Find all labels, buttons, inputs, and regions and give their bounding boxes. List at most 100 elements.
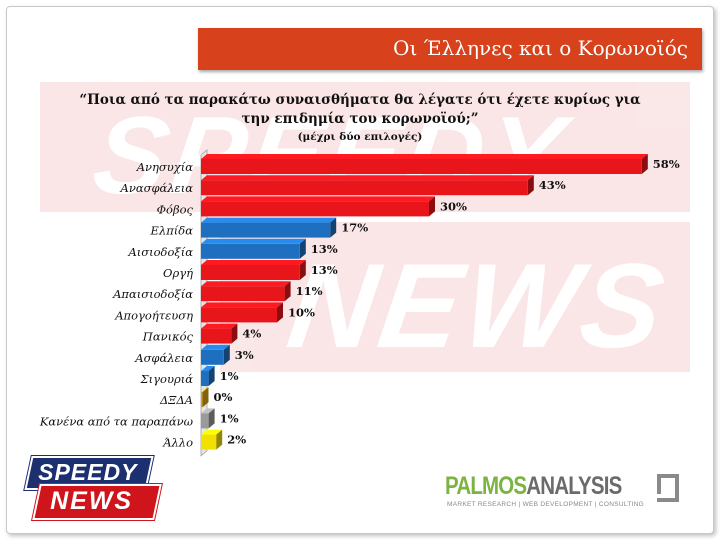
bar-side [429,196,435,217]
logo-right-tagline: MARKET RESEARCH | WEB DEVELOPMENT | CONS… [447,501,645,508]
question-subtitle: (μέχρι δύο επιλογές) [297,131,423,143]
bar-side [641,154,648,174]
bar-front [201,159,642,174]
logo-left-line1: SPEEDY [38,459,138,485]
bar-side [208,366,215,386]
bar-side [216,429,223,450]
category-label: ΔΞΔΑ [159,393,193,407]
bar-9 [201,344,230,365]
title-bar: Οι Έλληνες και ο Κορωνοϊός [198,28,702,70]
bar-front [201,328,232,344]
bar-front [201,243,300,259]
bar-side [330,217,337,238]
bar-side [527,175,534,196]
bar-front [201,265,300,280]
bar-side [208,408,215,429]
bar-top [201,429,223,435]
category-label: Απογοήτευση [114,308,193,322]
bar-side [223,344,230,365]
bar-side [231,323,238,344]
speedy-news-logo: SPEEDY NEWS [18,456,162,520]
bar-front [201,222,331,238]
bar-front [201,349,224,365]
logo-right-part2: ANALYSIS [526,472,622,500]
bar-top [201,196,435,202]
category-label: Άλλο [162,436,193,450]
bar-top [201,408,215,414]
category-label: Κανένα από τα παραπάνω [39,414,194,428]
question-text: “Ποια από τα παρακάτω συναισθήματα θα λέ… [60,91,660,129]
value-label: 58% [653,157,680,171]
value-label: 11% [296,284,323,298]
bar-side [277,302,283,323]
bar-front [201,371,209,386]
category-label: Ανασφάλεια [120,181,194,195]
bar-top [201,387,209,393]
value-label: 0% [214,390,233,404]
value-label: 3% [235,348,254,362]
bar-7 [201,302,283,323]
category-label: Ασφάλεια [134,351,193,365]
logo-right-part1: PALMOS [445,472,527,500]
category-label: Φόβος [157,202,194,216]
value-label: 1% [220,411,239,425]
bar-top [201,238,306,244]
bar-side [299,260,306,280]
palmos-box-icon [657,474,679,502]
bar-side [284,281,291,302]
bar-top [201,323,238,329]
bar-side [202,387,209,408]
slide-frame [6,6,714,534]
bar-top [201,281,291,287]
value-label: 30% [440,199,467,213]
bar-top [201,260,306,265]
bar-11 [201,387,209,408]
bar-12 [201,408,215,429]
category-label: Οργή [163,266,193,280]
value-label: 4% [242,327,261,341]
question-line-1: “Ποια από τα παρακάτω συναισθήματα θα λέ… [79,92,641,108]
bar-top [201,217,337,223]
category-label: Πανικός [142,330,194,344]
bar-top [201,366,215,371]
bar-side [299,238,306,259]
bar-front [201,413,209,429]
bar-5 [201,260,306,280]
bar-top [201,302,283,308]
value-label: 10% [288,305,315,319]
bar-front [201,180,528,196]
bar-0 [201,154,648,174]
bar-top [201,175,534,181]
category-label: Ανησυχία [136,160,194,174]
bar-2 [201,196,435,217]
question-line-2: την επιδημία του κορωνοϊού;” [241,111,479,127]
logo-left-line2: NEWS [50,487,134,515]
value-label: 13% [311,242,338,256]
category-label: Σιγουριά [140,372,194,386]
bar-front [201,286,285,302]
bar-13 [201,429,223,450]
value-label: 17% [341,221,368,235]
bar-4 [201,238,306,259]
category-label: Απαισιοδοξία [112,287,193,301]
page-title: Οι Έλληνες και ο Κορωνοϊός [393,36,688,60]
value-label: 13% [311,263,338,277]
value-label: 43% [539,178,566,192]
bar-front [201,392,203,408]
bar-front [201,307,277,323]
bar-3 [201,217,337,238]
category-label: Αισιοδοξία [127,245,193,259]
category-label: Ελπίδα [150,224,194,238]
bar-front [201,201,429,217]
bar-10 [201,366,215,386]
bar-top [201,344,230,350]
bar-top [201,154,648,159]
palmos-analysis-logo: PALMOSANALYSIS MARKET RESEARCH | WEB DEV… [445,472,679,512]
bar-6 [201,281,291,302]
value-label: 2% [227,433,246,447]
bar-8 [201,323,238,344]
value-label: 1% [220,369,239,383]
bar-1 [201,175,534,196]
bar-front [201,434,217,450]
